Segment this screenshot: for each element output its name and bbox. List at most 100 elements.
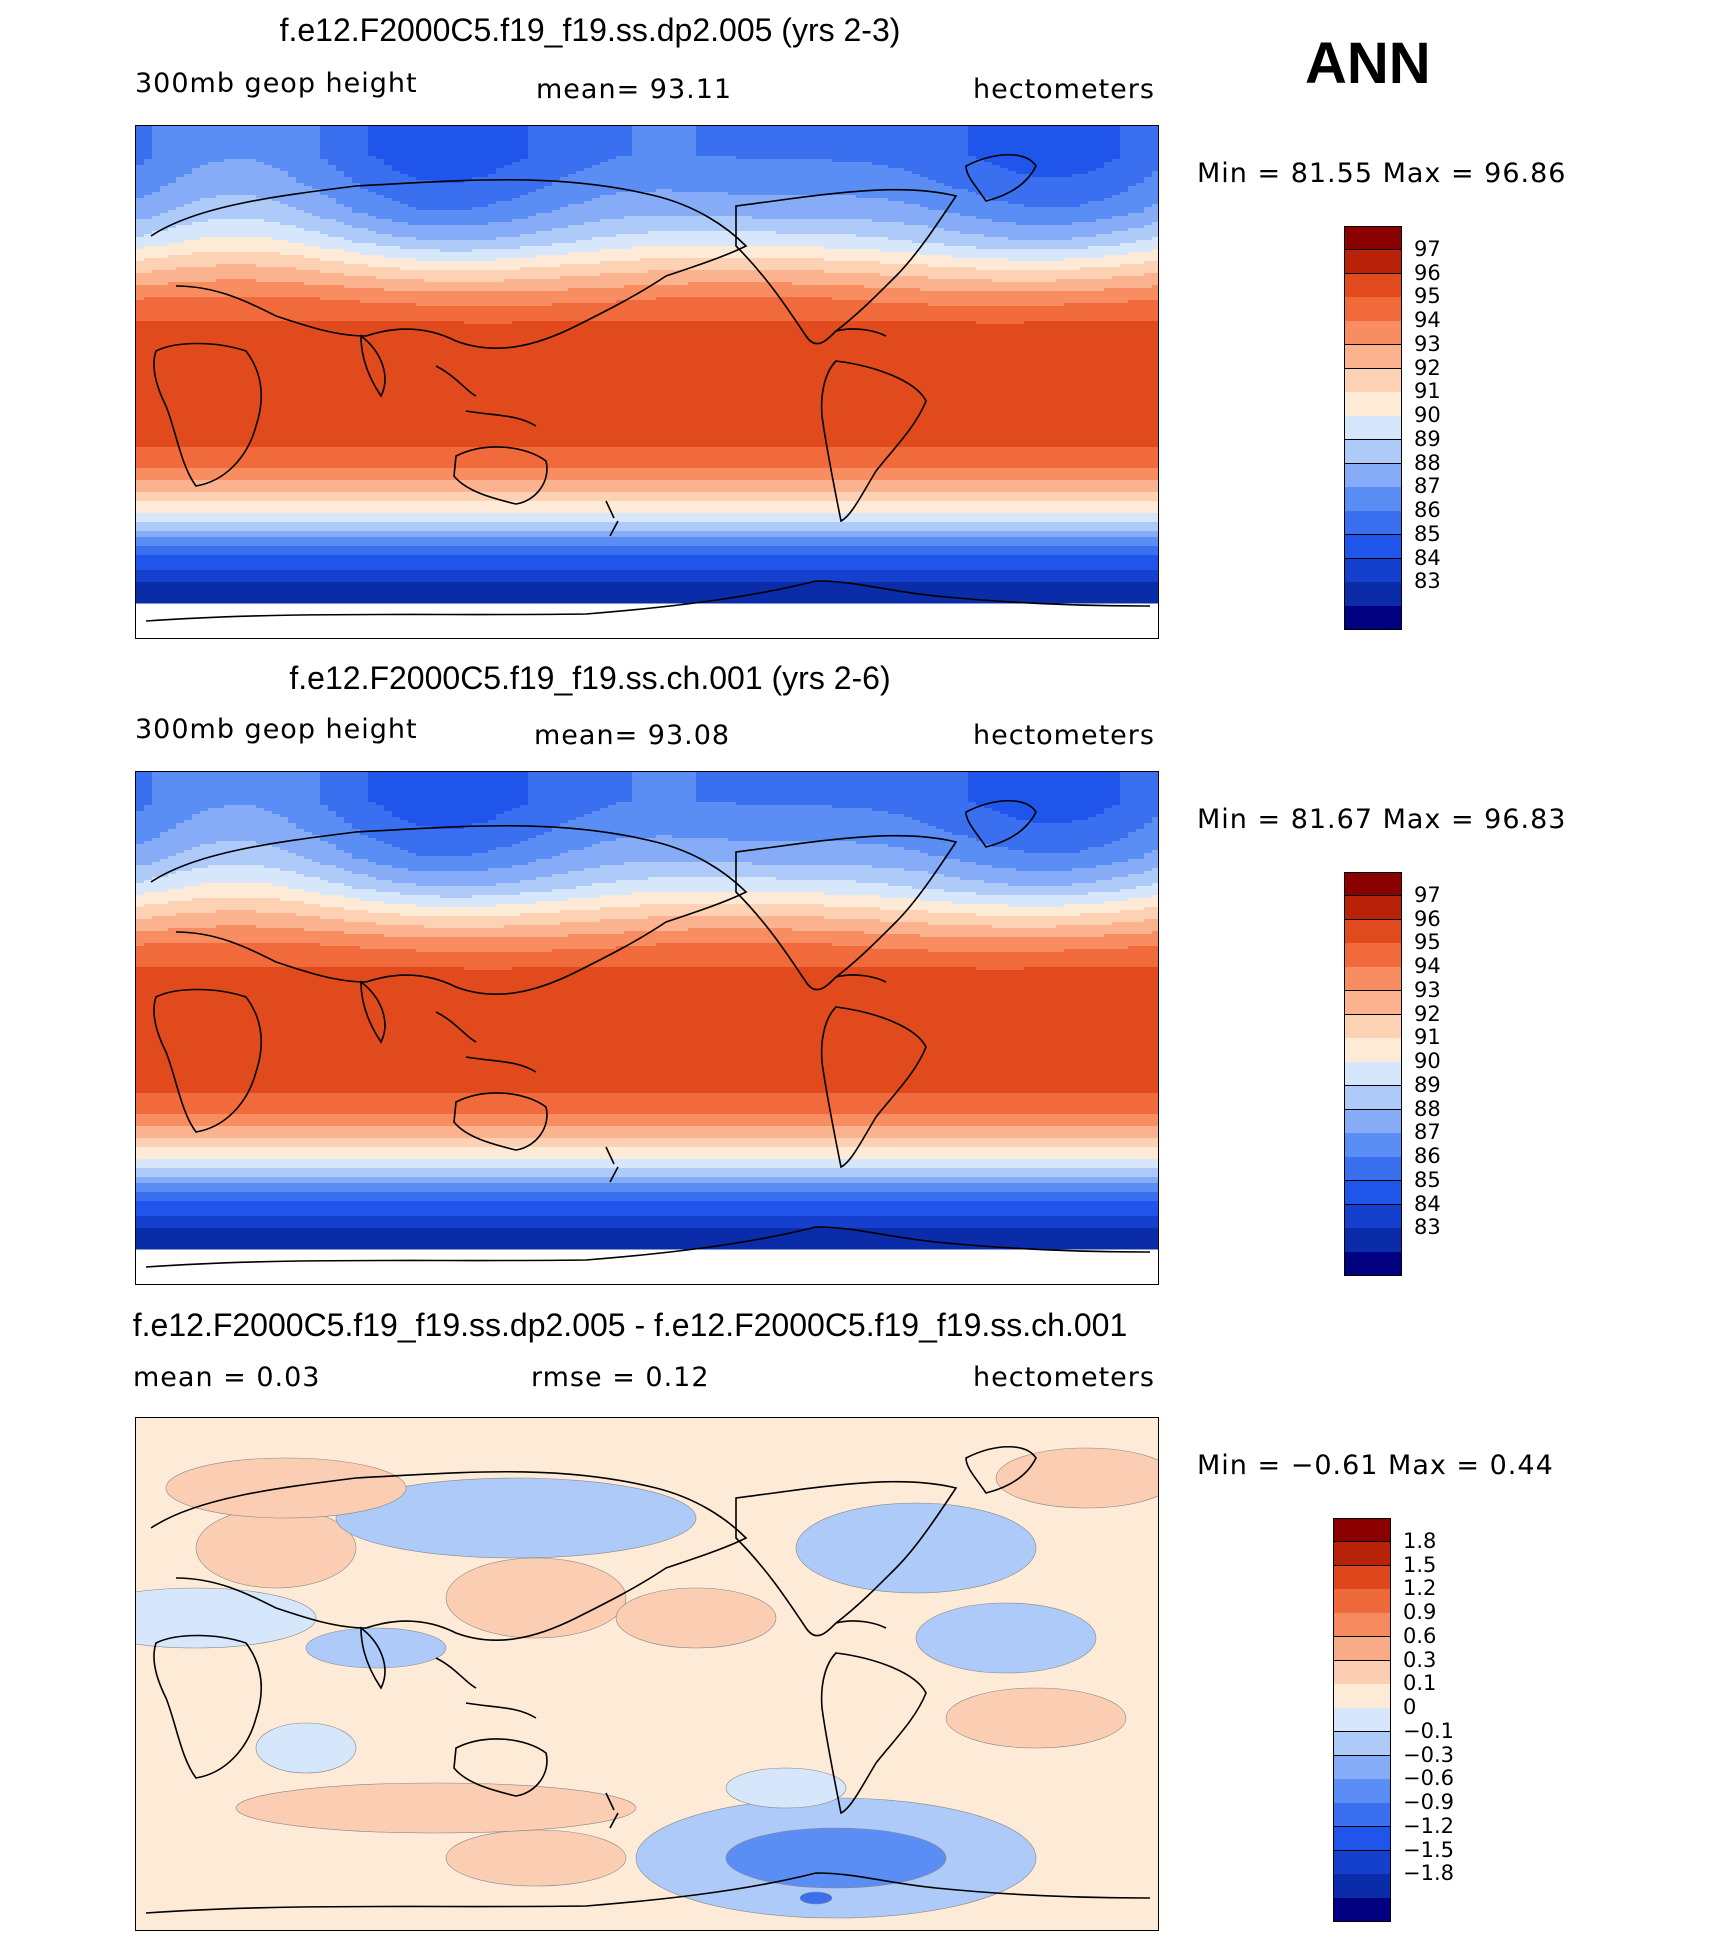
colorbar-label: 91 xyxy=(1414,1025,1441,1050)
colorbar-label: 0.3 xyxy=(1403,1647,1437,1672)
coastline xyxy=(435,1011,537,1073)
colorbar-label: 95 xyxy=(1414,930,1441,955)
colorbar-swatch xyxy=(1333,1518,1391,1543)
colorbar-label: 1.8 xyxy=(1403,1528,1437,1553)
colorbar-label: 87 xyxy=(1414,1120,1441,1145)
colorbar-swatch xyxy=(1333,1779,1391,1804)
colorbar-label: 93 xyxy=(1414,331,1441,356)
coastline xyxy=(153,342,262,487)
coastline xyxy=(435,365,537,427)
coastline xyxy=(153,988,262,1133)
colorbar-swatch xyxy=(1333,1755,1391,1780)
coastline xyxy=(820,360,927,523)
panel1-units-label: hectometers xyxy=(973,74,1155,105)
colorbar-label: 84 xyxy=(1414,1191,1441,1216)
colorbar-label: 90 xyxy=(1414,403,1441,428)
colorbar-swatch xyxy=(1333,1803,1391,1828)
colorbar-label: 97 xyxy=(1414,882,1441,907)
coastline xyxy=(735,188,958,345)
panel1-variable-label: 300mb geop height xyxy=(135,68,418,99)
colorbar-label: 89 xyxy=(1414,426,1441,451)
colorbar-swatch xyxy=(1344,439,1402,465)
colorbar-swatch xyxy=(1344,297,1402,322)
panel3-colorbar xyxy=(1333,1518,1391,1923)
panel2-mean-label: mean= 93.08 xyxy=(534,720,731,751)
coastline xyxy=(145,1872,1151,1914)
panel1-minmax: Min = 81.55 Max = 96.86 xyxy=(1197,158,1567,189)
coastline xyxy=(835,1620,887,1629)
panel2-colorbar xyxy=(1344,872,1402,1277)
colorbar-label: 85 xyxy=(1414,1167,1441,1192)
colorbar-label: 89 xyxy=(1414,1072,1441,1097)
colorbar-swatch xyxy=(1344,511,1402,536)
season-label: ANN xyxy=(1305,31,1431,96)
panel3-mean-label: mean = 0.03 xyxy=(133,1362,321,1393)
coastline xyxy=(453,1092,548,1151)
coastline xyxy=(360,980,386,1044)
coastline xyxy=(605,1146,619,1183)
coastline xyxy=(145,1226,1151,1268)
colorbar-swatch xyxy=(1344,463,1402,488)
colorbar-swatch xyxy=(1344,1204,1402,1229)
colorbar-swatch xyxy=(1333,1731,1391,1757)
coastline xyxy=(435,1657,537,1719)
panel2-contour-field xyxy=(136,772,1158,1268)
colorbar-swatch xyxy=(1344,582,1402,607)
colorbar-swatch xyxy=(1344,558,1402,583)
panel1-mean-label: mean= 93.11 xyxy=(536,74,733,105)
colorbar-label: 97 xyxy=(1414,236,1441,261)
colorbar-swatch xyxy=(1333,1826,1391,1852)
colorbar-label: 96 xyxy=(1414,260,1441,285)
colorbar-label: 0.9 xyxy=(1403,1600,1437,1625)
colorbar-label: −1.8 xyxy=(1403,1861,1454,1886)
panel3-minmax: Min = −0.61 Max = 0.44 xyxy=(1197,1450,1554,1481)
colorbar-label: 94 xyxy=(1414,954,1441,979)
coastline xyxy=(735,1480,958,1637)
colorbar-label: 84 xyxy=(1414,545,1441,570)
coastline xyxy=(965,799,1037,848)
panel2-units-label: hectometers xyxy=(973,720,1155,751)
colorbar-swatch xyxy=(1333,1613,1391,1638)
colorbar-label: 1.5 xyxy=(1403,1552,1437,1577)
colorbar-swatch xyxy=(1333,1565,1391,1590)
panel2-title: f.e12.F2000C5.f19_f19.ss.ch.001 (yrs 2-6… xyxy=(289,660,891,696)
colorbar-swatch xyxy=(1344,226,1402,251)
coastline xyxy=(605,1792,619,1829)
colorbar-swatch xyxy=(1333,1589,1391,1614)
panel1-map xyxy=(135,125,1159,639)
coastline xyxy=(735,834,958,991)
coastline xyxy=(150,178,748,350)
colorbar-swatch xyxy=(1344,368,1402,393)
colorbar-swatch xyxy=(1344,1109,1402,1134)
colorbar-label: −0.9 xyxy=(1403,1790,1454,1815)
panel2-map xyxy=(135,771,1159,1285)
colorbar-label: −0.6 xyxy=(1403,1766,1454,1791)
coastline xyxy=(360,334,386,398)
panel3-contour-field xyxy=(136,1418,1158,1930)
colorbar-swatch xyxy=(1333,1660,1391,1685)
colorbar-swatch xyxy=(1344,1133,1402,1158)
coastline xyxy=(145,580,1151,622)
colorbar-label: 96 xyxy=(1414,906,1441,931)
colorbar-label: 93 xyxy=(1414,977,1441,1002)
colorbar-label: −0.3 xyxy=(1403,1742,1454,1767)
colorbar-label: 91 xyxy=(1414,379,1441,404)
colorbar-swatch xyxy=(1333,1636,1391,1662)
colorbar-swatch xyxy=(1344,990,1402,1016)
colorbar-label: 88 xyxy=(1414,450,1441,475)
colorbar-label: 85 xyxy=(1414,521,1441,546)
colorbar-label: 0.6 xyxy=(1403,1623,1437,1648)
colorbar-swatch xyxy=(1344,321,1402,346)
colorbar-swatch xyxy=(1344,534,1402,560)
colorbar-label: 86 xyxy=(1414,1144,1441,1169)
colorbar-label: 83 xyxy=(1414,1215,1441,1240)
colorbar-label: −1.2 xyxy=(1403,1813,1454,1838)
panel1-title: f.e12.F2000C5.f19_f19.ss.dp2.005 (yrs 2-… xyxy=(279,12,901,48)
coastline xyxy=(150,1470,748,1642)
colorbar-swatch xyxy=(1344,1228,1402,1253)
panel3-title: f.e12.F2000C5.f19_f19.ss.dp2.005 - f.e12… xyxy=(132,1307,1128,1343)
colorbar-swatch xyxy=(1344,1180,1402,1206)
coastline xyxy=(835,974,887,983)
coastline xyxy=(965,153,1037,202)
panel1-contour-field xyxy=(136,126,1158,622)
